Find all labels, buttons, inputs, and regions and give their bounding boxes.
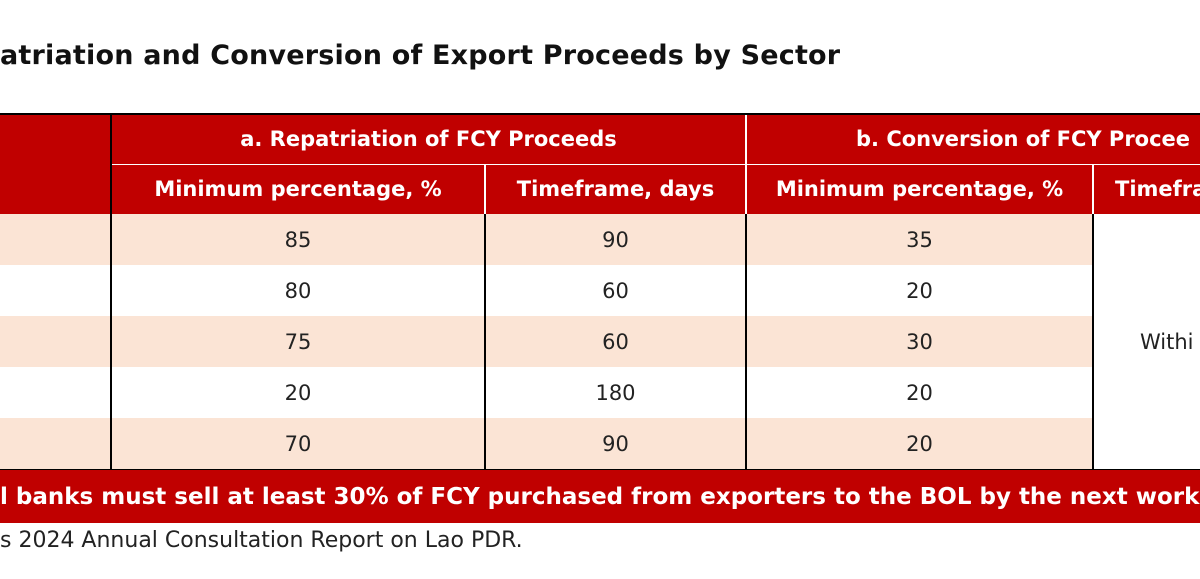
subheader-conversion-days: Timefra [1093, 164, 1200, 214]
column-divider [745, 214, 747, 470]
header-divider [111, 164, 1200, 165]
row-label-cell [0, 214, 111, 265]
conversion-min-pct-cell: 20 [746, 418, 1093, 470]
header-divider [1092, 164, 1094, 214]
source-note: s 2024 Annual Consultation Report on Lao… [0, 528, 523, 553]
footer-note: l banks must sell at least 30% of FCY pu… [0, 470, 1200, 523]
header-divider [484, 164, 486, 214]
repatriation-days-cell: 60 [485, 265, 746, 316]
sector-header-cell [0, 113, 111, 214]
repatriation-min-pct-cell: 85 [111, 214, 485, 265]
column-divider [484, 214, 486, 470]
row-label-cell [0, 367, 111, 418]
row-label-cell [0, 316, 111, 367]
export-proceeds-table: a. Repatriation of FCY Proceeds b. Conve… [0, 113, 1200, 523]
group-header-conversion: b. Conversion of FCY Procee [746, 113, 1200, 164]
conversion-min-pct-cell: 30 [746, 316, 1093, 367]
subheader-repatriation-min-pct: Minimum percentage, % [111, 164, 485, 214]
conversion-timeframe-merged-cell: Withi [1093, 214, 1200, 470]
row-label-cell [0, 418, 111, 470]
group-header-repatriation: a. Repatriation of FCY Proceeds [111, 113, 746, 164]
header-divider [745, 113, 747, 214]
repatriation-min-pct-cell: 80 [111, 265, 485, 316]
repatriation-min-pct-cell: 20 [111, 367, 485, 418]
repatriation-days-cell: 180 [485, 367, 746, 418]
conversion-min-pct-cell: 35 [746, 214, 1093, 265]
repatriation-days-cell: 60 [485, 316, 746, 367]
repatriation-days-cell: 90 [485, 214, 746, 265]
row-label-cell [0, 265, 111, 316]
conversion-min-pct-cell: 20 [746, 265, 1093, 316]
subheader-conversion-min-pct: Minimum percentage, % [746, 164, 1093, 214]
table-top-border [0, 113, 1200, 115]
conversion-min-pct-cell: 20 [746, 367, 1093, 418]
repatriation-days-cell: 90 [485, 418, 746, 470]
repatriation-min-pct-cell: 75 [111, 316, 485, 367]
column-divider [1092, 214, 1094, 470]
table-title: atriation and Conversion of Export Proce… [0, 40, 841, 71]
subheader-repatriation-days: Timeframe, days [485, 164, 746, 214]
column-divider [110, 113, 112, 470]
repatriation-min-pct-cell: 70 [111, 418, 485, 470]
